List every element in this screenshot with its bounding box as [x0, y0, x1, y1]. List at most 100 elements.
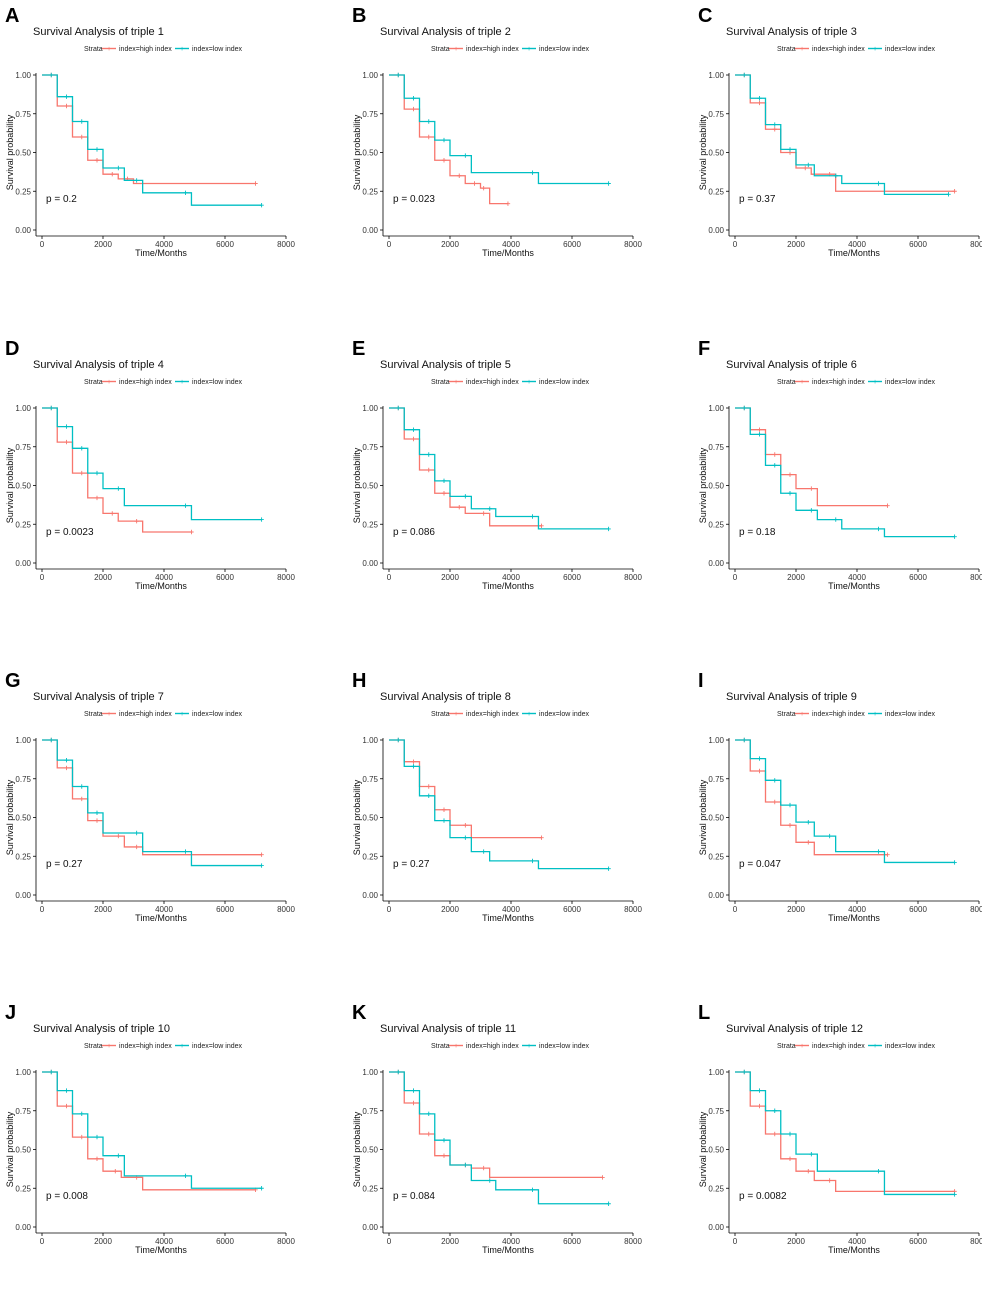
x-tick-label: 0 [733, 1237, 738, 1246]
y-tick-label: 0.25 [362, 187, 378, 196]
censor-mark [487, 506, 492, 511]
x-axis-label: Time/Months [482, 248, 534, 258]
panel-label: H [352, 670, 366, 692]
censor-mark [426, 452, 431, 457]
panel-label: G [5, 670, 21, 692]
censor-mark [94, 495, 100, 501]
legend: Strata + index=high index + index=low index [431, 1043, 590, 1050]
censor-mark [79, 1111, 84, 1117]
legend-title: Strata [777, 1043, 796, 1050]
x-tick-label: 6000 [909, 905, 927, 914]
x-tick-label: 4000 [848, 573, 866, 582]
x-tick-label: 4000 [848, 905, 866, 914]
censor-mark [772, 122, 777, 127]
legend: Strata + index=high index + index=low index [431, 46, 590, 53]
censor-mark [606, 1201, 611, 1206]
censor-mark [441, 158, 447, 163]
y-tick-label: 1.00 [15, 71, 31, 80]
chart-title: Survival Analysis of triple 10 [33, 1023, 170, 1035]
legend-entry: index=low index [192, 379, 243, 386]
x-tick-label: 8000 [970, 240, 982, 249]
censor-mark [253, 181, 258, 186]
legend-entry: index=high index [812, 46, 865, 53]
censor-mark [757, 756, 762, 761]
legend-entry: index=low index [192, 1043, 243, 1050]
censor-mark [411, 764, 416, 769]
y-axis-label: Survival probability [352, 1111, 362, 1187]
p-value: p = 0.2 [46, 194, 77, 205]
censor-mark [530, 514, 535, 519]
censor-mark [757, 96, 762, 101]
censor-mark [183, 849, 188, 854]
censor-mark [757, 432, 762, 437]
panel-b: B Survival Analysis of triple 2 Strata + ind… [347, 0, 667, 300]
chart-title: Survival Analysis of triple 5 [380, 359, 511, 371]
survival-curve-high [42, 74, 256, 185]
y-tick-label: 0.50 [362, 482, 378, 491]
y-axis-label: Survival probability [698, 447, 708, 523]
p-value: p = 0.086 [393, 527, 435, 538]
legend-key-marker: + [527, 711, 531, 718]
x-tick-label: 6000 [563, 905, 581, 914]
panel-label: F [698, 338, 710, 360]
chart-title: Survival Analysis of triple 4 [33, 359, 164, 371]
censor-mark [94, 147, 100, 152]
censor-mark [94, 1134, 100, 1140]
y-axis-label: Survival probability [698, 779, 708, 855]
x-tick-label: 4000 [155, 905, 173, 914]
censor-mark [530, 1187, 535, 1192]
censor-mark [94, 1156, 100, 1161]
survival-curve-high [735, 1071, 955, 1192]
censor-mark [885, 503, 890, 508]
censor-mark [606, 526, 611, 532]
censor-mark [530, 170, 535, 175]
legend-title: Strata [84, 46, 103, 53]
censor-mark [457, 173, 462, 178]
censor-mark [411, 436, 416, 442]
legend-entry: index=high index [812, 379, 865, 386]
legend-entry: index=high index [119, 46, 172, 53]
censor-mark [411, 759, 416, 764]
censor-mark [457, 505, 462, 510]
survival-curve-low [735, 407, 955, 538]
legend-entry: index=high index [466, 1043, 519, 1050]
legend-key-marker: + [873, 1043, 877, 1050]
y-axis-label: Survival probability [352, 114, 362, 190]
y-tick-label: 0.75 [362, 1107, 378, 1116]
km-plot-f: F Survival Analysis of triple 6 Strata + ind… [698, 338, 982, 591]
survival-curve-high [42, 739, 262, 856]
censor-mark [426, 1111, 431, 1117]
survival-curve-low [42, 1071, 262, 1189]
x-tick-label: 6000 [909, 573, 927, 582]
x-tick-label: 0 [40, 905, 45, 914]
p-value: p = 0.37 [739, 194, 776, 205]
censor-mark [441, 491, 447, 496]
x-tick-label: 2000 [94, 905, 112, 914]
survival-curve-low [735, 739, 955, 864]
censor-mark [411, 1088, 416, 1093]
y-tick-label: 1.00 [15, 736, 31, 745]
y-tick-label: 0.50 [708, 149, 724, 158]
x-axis-label: Time/Months [828, 248, 880, 258]
x-axis-label: Time/Months [482, 913, 534, 923]
p-value: p = 0.27 [393, 859, 430, 870]
legend-key-marker: + [180, 46, 184, 53]
panel-e: E Survival Analysis of triple 5 Strata + ind… [347, 333, 667, 633]
legend: Strata + index=high index + index=low index [84, 711, 243, 718]
censor-mark [259, 852, 264, 857]
survival-curve-low [42, 74, 262, 206]
chart-title: Survival Analysis of triple 1 [33, 26, 164, 38]
chart-title: Survival Analysis of triple 8 [380, 691, 511, 703]
censor-mark [876, 1169, 881, 1174]
legend-entry: index=high index [119, 1043, 172, 1050]
legend-entry: index=low index [539, 379, 590, 386]
censor-mark [787, 1131, 793, 1137]
x-tick-label: 0 [387, 573, 392, 582]
legend-entry: index=low index [885, 1043, 936, 1050]
legend-key-marker: + [800, 711, 804, 718]
y-tick-label: 0.75 [362, 110, 378, 119]
censor-mark [772, 452, 777, 457]
legend-key-marker: + [873, 46, 877, 53]
panel-a: A Survival Analysis of triple 1 Strata + ind… [0, 0, 320, 300]
censor-mark [787, 147, 793, 152]
